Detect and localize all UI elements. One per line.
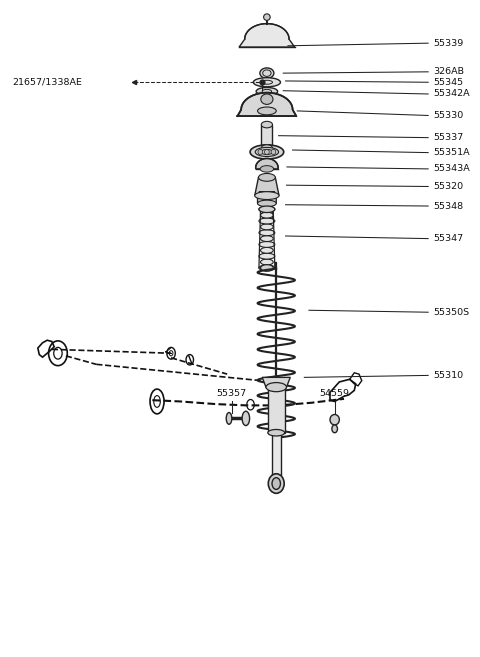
Text: 326AB: 326AB [433, 67, 464, 76]
Ellipse shape [256, 87, 277, 95]
Ellipse shape [258, 107, 276, 115]
Ellipse shape [258, 173, 276, 181]
Text: 55357: 55357 [217, 389, 247, 398]
Text: 55345: 55345 [433, 78, 463, 87]
Ellipse shape [242, 411, 250, 426]
Ellipse shape [261, 248, 273, 253]
Ellipse shape [261, 122, 273, 128]
Bar [261, 125, 273, 148]
Text: 21657/1338AE: 21657/1338AE [12, 78, 82, 87]
Text: 55347: 55347 [433, 234, 463, 243]
Polygon shape [255, 177, 279, 196]
Text: 55351A: 55351A [433, 148, 469, 157]
Polygon shape [238, 93, 296, 116]
Ellipse shape [260, 166, 274, 172]
Ellipse shape [330, 415, 339, 425]
Ellipse shape [266, 382, 287, 392]
Text: 55343A: 55343A [433, 164, 469, 173]
Ellipse shape [259, 230, 275, 236]
Ellipse shape [261, 94, 273, 104]
Ellipse shape [258, 200, 276, 207]
Ellipse shape [268, 474, 284, 493]
Polygon shape [256, 158, 278, 169]
Ellipse shape [271, 149, 276, 154]
Ellipse shape [250, 145, 284, 159]
Ellipse shape [264, 149, 269, 154]
Text: 55339: 55339 [433, 39, 463, 48]
Ellipse shape [226, 413, 232, 424]
Ellipse shape [272, 478, 280, 489]
Ellipse shape [253, 78, 280, 87]
Ellipse shape [259, 206, 275, 212]
Ellipse shape [260, 68, 274, 78]
Ellipse shape [268, 430, 285, 436]
Text: 55310: 55310 [433, 371, 463, 380]
Ellipse shape [261, 212, 273, 218]
Text: 55337: 55337 [433, 133, 463, 142]
Text: 54559: 54559 [320, 389, 349, 398]
Ellipse shape [264, 14, 270, 20]
Text: 55348: 55348 [433, 202, 463, 210]
Bar [262, 202, 272, 220]
Text: 55342A: 55342A [433, 89, 469, 99]
Polygon shape [262, 377, 290, 387]
Ellipse shape [259, 265, 275, 271]
Ellipse shape [261, 236, 273, 242]
Text: 55330: 55330 [433, 111, 463, 120]
Text: 55320: 55320 [433, 182, 463, 191]
Ellipse shape [259, 206, 275, 213]
Bar [268, 387, 285, 433]
Ellipse shape [261, 259, 273, 265]
Ellipse shape [259, 242, 275, 248]
Polygon shape [258, 192, 276, 204]
Ellipse shape [261, 265, 273, 271]
Polygon shape [239, 24, 295, 47]
Ellipse shape [255, 192, 279, 200]
Ellipse shape [255, 147, 278, 156]
Ellipse shape [259, 253, 275, 259]
Text: 55350S: 55350S [433, 307, 469, 317]
Ellipse shape [261, 145, 273, 151]
Ellipse shape [261, 224, 273, 230]
Bar [272, 433, 281, 475]
Ellipse shape [258, 149, 263, 154]
Ellipse shape [259, 218, 275, 224]
Ellipse shape [332, 425, 337, 433]
